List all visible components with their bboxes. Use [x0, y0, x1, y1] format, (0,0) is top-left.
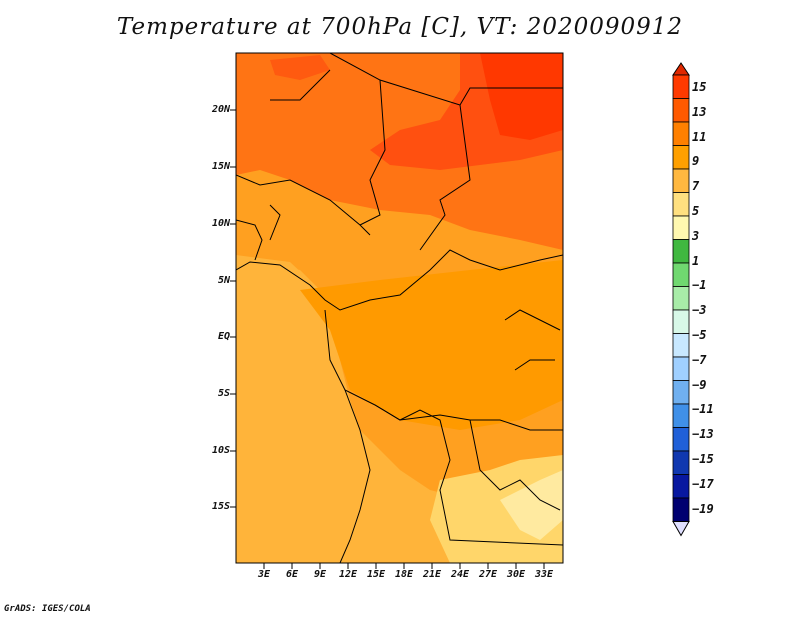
- lon-label-21e: 21E: [422, 569, 442, 580]
- colorbar-swatch: [672, 403, 690, 428]
- colorbar-swatch: [672, 380, 690, 405]
- colorbar-level-label: −1: [692, 278, 707, 293]
- colorbar-swatch: [672, 262, 690, 287]
- colorbar-level-label: −15: [692, 452, 714, 467]
- lon-label-6e: 6E: [285, 569, 299, 580]
- colorbar-bottom-arrow: [672, 521, 690, 537]
- colorbar-swatch: [672, 121, 690, 146]
- lat-label-15s: 15S: [211, 501, 230, 512]
- lat-label-5n: 5N: [217, 275, 230, 286]
- lon-label-24e: 24E: [450, 569, 470, 580]
- map-title: Temperature at 700hPa [C], VT: 202009091…: [116, 14, 684, 40]
- colorbar-level-label: 7: [692, 179, 700, 194]
- lon-label-12e: 12E: [338, 569, 358, 580]
- colorbar-swatch: [672, 145, 690, 170]
- colorbar: [672, 62, 690, 537]
- field-13c-nw: [270, 55, 330, 80]
- lon-label-9e: 9E: [313, 569, 327, 580]
- colorbar-swatch: [672, 74, 690, 99]
- colorbar-level-label: 3: [692, 228, 700, 243]
- colorbar-level-label: −13: [692, 427, 714, 442]
- colorbar-swatch: [672, 239, 690, 264]
- colorbar-swatch: [672, 215, 690, 240]
- colorbar-swatch: [672, 98, 690, 123]
- lat-label-10n: 10N: [211, 218, 230, 229]
- colorbar-level-label: −19: [692, 501, 714, 516]
- colorbar-level-label: 9: [692, 154, 700, 169]
- lat-label-20n: 20N: [211, 104, 230, 115]
- colorbar-level-label: −7: [692, 352, 707, 367]
- colorbar-swatch: [672, 450, 690, 475]
- colorbar-swatch: [672, 192, 690, 217]
- colorbar-level-label: 1: [692, 253, 700, 268]
- lat-label-5s: 5S: [217, 388, 230, 399]
- lon-label-30e: 30E: [506, 569, 526, 580]
- colorbar-swatch: [672, 474, 690, 499]
- field-5c-se: [430, 455, 563, 563]
- credit-text: GrADS: IGES/COLA: [4, 604, 91, 614]
- colorbar-swatch: [672, 427, 690, 452]
- colorbar-level-label: −9: [692, 377, 707, 392]
- colorbar-level-label: −5: [692, 328, 707, 343]
- lon-label-15e: 15E: [366, 569, 386, 580]
- lon-label-3e: 3E: [257, 569, 271, 580]
- colorbar-top-arrow: [672, 62, 690, 76]
- field-9c-center: [300, 260, 563, 430]
- colorbar-level-label: −3: [692, 303, 707, 318]
- map-frame: [235, 52, 564, 564]
- lon-label-18e: 18E: [394, 569, 414, 580]
- colorbar-swatch: [672, 168, 690, 193]
- field-3c-se: [500, 470, 563, 540]
- colorbar-level-label: 5: [692, 204, 700, 219]
- lon-label-33e: 33E: [534, 569, 554, 580]
- colorbar-level-label: −17: [692, 476, 714, 491]
- country-borders: [236, 53, 563, 563]
- lon-ticks: [263, 563, 545, 569]
- colorbar-level-label: 13: [692, 104, 707, 119]
- colorbar-level-label: 15: [692, 80, 707, 94]
- colorbar-swatch: [672, 309, 690, 334]
- lon-label-27e: 27E: [478, 569, 498, 580]
- lat-label-eq: EQ: [217, 331, 230, 342]
- field-15c-ne: [480, 53, 563, 140]
- lat-ticks: [230, 109, 236, 508]
- colorbar-level-label: 11: [692, 129, 707, 144]
- colorbar-swatch: [672, 497, 690, 522]
- colorbar-swatch: [672, 356, 690, 381]
- lat-label-15n: 15N: [211, 161, 230, 172]
- colorbar-swatch: [672, 286, 690, 311]
- colorbar-swatch: [672, 333, 690, 358]
- lat-label-10s: 10S: [211, 445, 230, 456]
- colorbar-level-label: −11: [692, 402, 714, 417]
- temperature-field: [236, 53, 563, 563]
